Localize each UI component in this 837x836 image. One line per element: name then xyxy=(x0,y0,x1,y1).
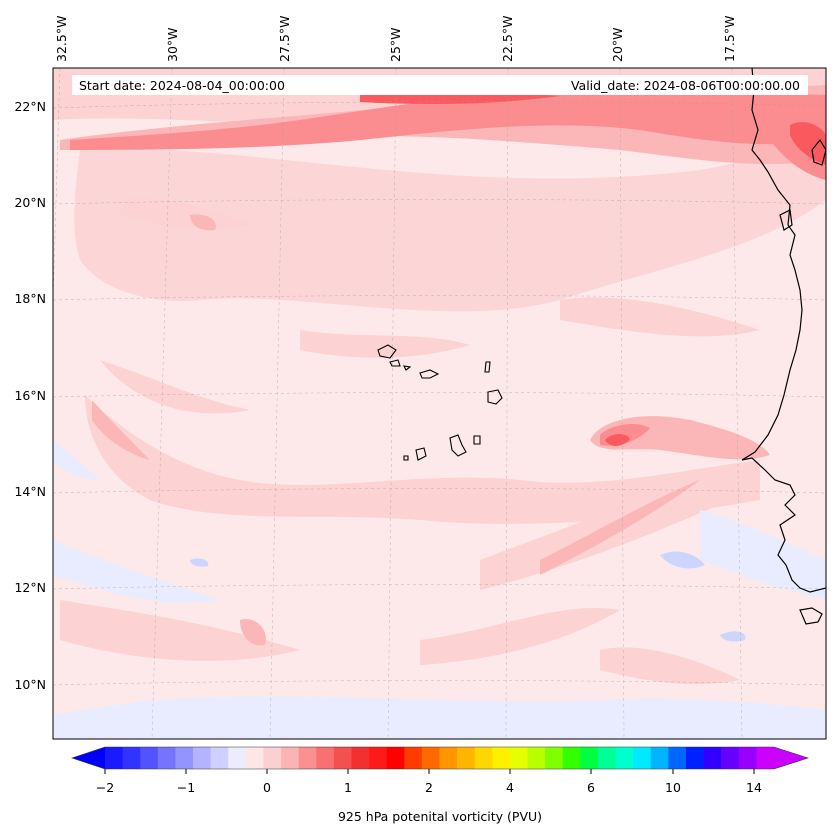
colorbar-cell xyxy=(756,747,775,769)
colorbar-cell xyxy=(685,747,704,769)
lat-label: 10°N xyxy=(14,677,46,692)
colorbar-cell xyxy=(333,747,352,769)
colorbar-cell xyxy=(122,747,141,769)
colorbar-cells xyxy=(105,747,775,769)
field-negative-mid xyxy=(190,551,746,642)
lat-label: 14°N xyxy=(14,484,46,499)
colorbar-cell xyxy=(545,747,564,769)
lat-labels: 22°N 20°N 18°N 16°N 14°N 12°N 10°N xyxy=(14,99,46,692)
colorbar-tick-label: 0 xyxy=(263,780,271,795)
lat-label: 16°N xyxy=(14,388,46,403)
lon-label: 32.5°W xyxy=(54,16,69,62)
colorbar-cell xyxy=(509,747,528,769)
colorbar-ticks xyxy=(104,769,755,774)
colorbar-cell xyxy=(562,747,581,769)
colorbar-tick-label: 10 xyxy=(665,780,681,795)
colorbar-cell xyxy=(386,747,405,769)
colorbar-cell xyxy=(703,747,722,769)
field-negative xyxy=(53,440,826,739)
colorbar-cell xyxy=(263,747,282,769)
colorbar-cell xyxy=(597,747,616,769)
coastline xyxy=(741,68,826,625)
lat-label: 22°N xyxy=(14,99,46,114)
colorbar-tick-label: −2 xyxy=(96,780,114,795)
colorbar: −2 −1 0 1 2 4 6 10 14 925 hPa potenital … xyxy=(71,746,809,824)
lat-label: 12°N xyxy=(14,580,46,595)
colorbar-tick-label: −1 xyxy=(177,780,195,795)
colorbar-cell xyxy=(650,747,669,769)
colorbar-cell xyxy=(580,747,599,769)
colorbar-tick-label: 4 xyxy=(506,780,514,795)
colorbar-cell xyxy=(298,747,317,769)
colorbar-cell xyxy=(474,747,493,769)
colorbar-tick-label: 1 xyxy=(344,780,352,795)
colorbar-cell xyxy=(439,747,458,769)
colorbar-cell xyxy=(633,747,652,769)
lon-label: 25°W xyxy=(388,27,403,62)
colorbar-cell xyxy=(175,747,194,769)
colorbar-cell xyxy=(228,747,247,769)
colorbar-cell xyxy=(316,747,335,769)
colorbar-cell xyxy=(404,747,423,769)
colorbar-cell xyxy=(210,747,229,769)
colorbar-cell xyxy=(527,747,546,769)
lon-label: 30°W xyxy=(165,27,180,62)
colorbar-cell xyxy=(492,747,511,769)
colorbar-cell xyxy=(193,747,212,769)
colorbar-cell xyxy=(351,747,370,769)
lat-label: 18°N xyxy=(14,291,46,306)
colorbar-tick-label: 14 xyxy=(746,780,762,795)
colorbar-tick-label: 2 xyxy=(425,780,433,795)
colorbar-extend-high xyxy=(774,747,808,769)
lon-label: 22.5°W xyxy=(500,16,515,62)
lon-labels: 32.5°W 30°W 27.5°W 25°W 22.5°W 20°W 17.5… xyxy=(54,16,737,62)
map-panel[interactable]: Start date: 2024-08-04_00:00:00 Valid_da… xyxy=(40,68,826,739)
start-date-text: Start date: 2024-08-04_00:00:00 xyxy=(79,78,285,93)
colorbar-cell xyxy=(105,747,124,769)
colorbar-cell xyxy=(157,747,176,769)
info-box xyxy=(72,75,808,95)
colorbar-cell xyxy=(615,747,634,769)
colorbar-tick-labels: −2 −1 0 1 2 4 6 10 14 xyxy=(96,780,762,795)
colorbar-tick-label: 6 xyxy=(587,780,595,795)
colorbar-cell xyxy=(140,747,159,769)
map-frame xyxy=(52,67,827,740)
lat-label: 20°N xyxy=(14,195,46,210)
colorbar-cell xyxy=(457,747,476,769)
colorbar-title: 925 hPa potenital vorticity (PVU) xyxy=(338,809,542,824)
colorbar-cell xyxy=(369,747,388,769)
lon-label: 20°W xyxy=(610,27,625,62)
colorbar-cell xyxy=(281,747,300,769)
colorbar-cell xyxy=(668,747,687,769)
valid-date-text: Valid_date: 2024-08-06T00:00:00.00 xyxy=(571,78,800,93)
lon-label: 17.5°W xyxy=(722,16,737,62)
colorbar-cell xyxy=(721,747,740,769)
gridlines xyxy=(53,68,826,739)
colorbar-cell xyxy=(245,747,264,769)
colorbar-extend-low xyxy=(72,747,105,769)
cape-verde-islands xyxy=(377,344,503,461)
colorbar-cell xyxy=(738,747,757,769)
colorbar-cell xyxy=(421,747,440,769)
lon-label: 27.5°W xyxy=(277,16,292,62)
